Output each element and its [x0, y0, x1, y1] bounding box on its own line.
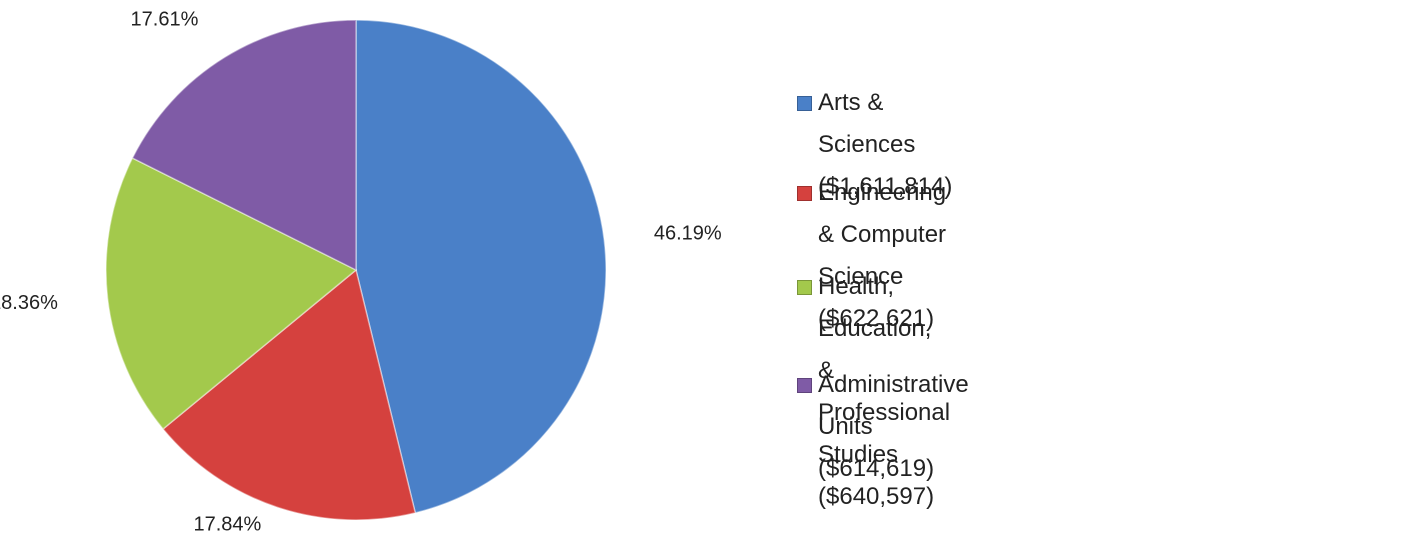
- data-label: 17.61%: [131, 8, 199, 30]
- pie-slice: [131, 19, 357, 272]
- legend-item: Administrative Units ($614,619): [797, 364, 969, 490]
- legend-item: Arts & Sciences ($1,611,814): [797, 82, 952, 208]
- pie-slice: [355, 19, 607, 514]
- legend-label: Arts & Sciences ($1,611,814): [818, 89, 953, 200]
- data-label: 18.36%: [0, 292, 58, 314]
- data-label: 46.19%: [654, 222, 722, 244]
- legend-swatch: [797, 186, 812, 201]
- legend-label: Health, Education, & Professional Studie…: [818, 273, 951, 510]
- data-label: 17.84%: [193, 513, 261, 535]
- legend-swatch: [797, 378, 812, 393]
- legend-swatch: [797, 96, 812, 111]
- pie-slice: [105, 157, 358, 431]
- legend-label: Administrative Units ($614,619): [818, 371, 969, 482]
- legend-swatch: [797, 280, 812, 295]
- pie-slice: [162, 268, 417, 521]
- legend-label: Engineering & Computer Science ($622,621…: [818, 179, 947, 332]
- legend-item: Health, Education, & Professional Studie…: [797, 266, 950, 518]
- legend-item: Engineering & Computer Science ($622,621…: [797, 172, 946, 340]
